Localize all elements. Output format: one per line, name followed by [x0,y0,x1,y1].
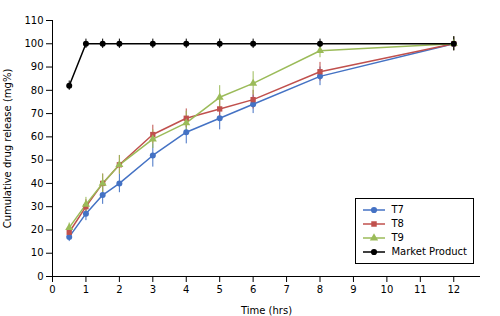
svg-text:30: 30 [31,201,44,212]
svg-text:6: 6 [250,284,256,295]
svg-text:Cumulative drug release (mg%): Cumulative drug release (mg%) [2,69,13,229]
svg-text:70: 70 [31,108,44,119]
svg-text:2: 2 [116,284,122,295]
html-text:T8: T8 [391,218,404,229]
svg-text:3: 3 [150,284,156,295]
svg-text:80: 80 [31,85,44,96]
svg-text:4: 4 [183,284,189,295]
svg-text:0: 0 [49,284,55,295]
svg-text:5: 5 [217,284,223,295]
svg-text:110: 110 [24,15,43,26]
svg-text:90: 90 [31,61,44,72]
svg-text:10: 10 [381,284,394,295]
svg-text:0: 0 [37,271,43,282]
svg-text:12: 12 [447,284,460,295]
svg-text:Time (hrs): Time (hrs) [240,305,292,316]
html-text:Market Product: Market Product [391,246,467,257]
svg-text:7: 7 [283,284,289,295]
svg-text:9: 9 [350,284,356,295]
svg-text:1: 1 [83,284,89,295]
svg-text:40: 40 [31,178,44,189]
svg-text:20: 20 [31,224,44,235]
svg-text:100: 100 [24,38,43,49]
svg-text:11: 11 [414,284,427,295]
html-text:T9: T9 [391,232,404,243]
svg-text:50: 50 [31,154,44,165]
html-text:T7: T7 [391,204,404,215]
svg-text:10: 10 [31,247,44,258]
svg-text:8: 8 [317,284,323,295]
svg-text:60: 60 [31,131,44,142]
